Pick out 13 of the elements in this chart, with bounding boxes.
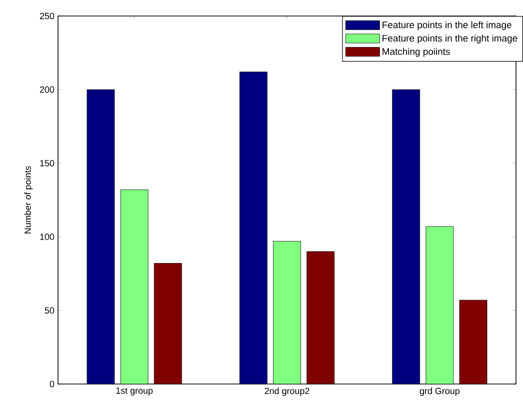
- x-tick-label: grd Group: [420, 388, 460, 396]
- legend-label: Matching poiints: [382, 48, 450, 57]
- y-tick-label: 0: [50, 380, 54, 388]
- y-axis-title: Number of points: [24, 166, 33, 234]
- y-tick-label: 150: [40, 160, 54, 166]
- y-tick-label: 250: [40, 12, 54, 20]
- y-tick-label: 50: [44, 307, 54, 314]
- legend-label: Feature points in the left image: [382, 21, 512, 30]
- y-tick-label: 100: [40, 234, 54, 240]
- legend-label: Feature points in the right image: [382, 34, 518, 44]
- x-tick-label: 2nd group2: [264, 388, 310, 396]
- x-tick-label: 1st group: [116, 388, 153, 396]
- y-tick-label: 200: [40, 86, 54, 93]
